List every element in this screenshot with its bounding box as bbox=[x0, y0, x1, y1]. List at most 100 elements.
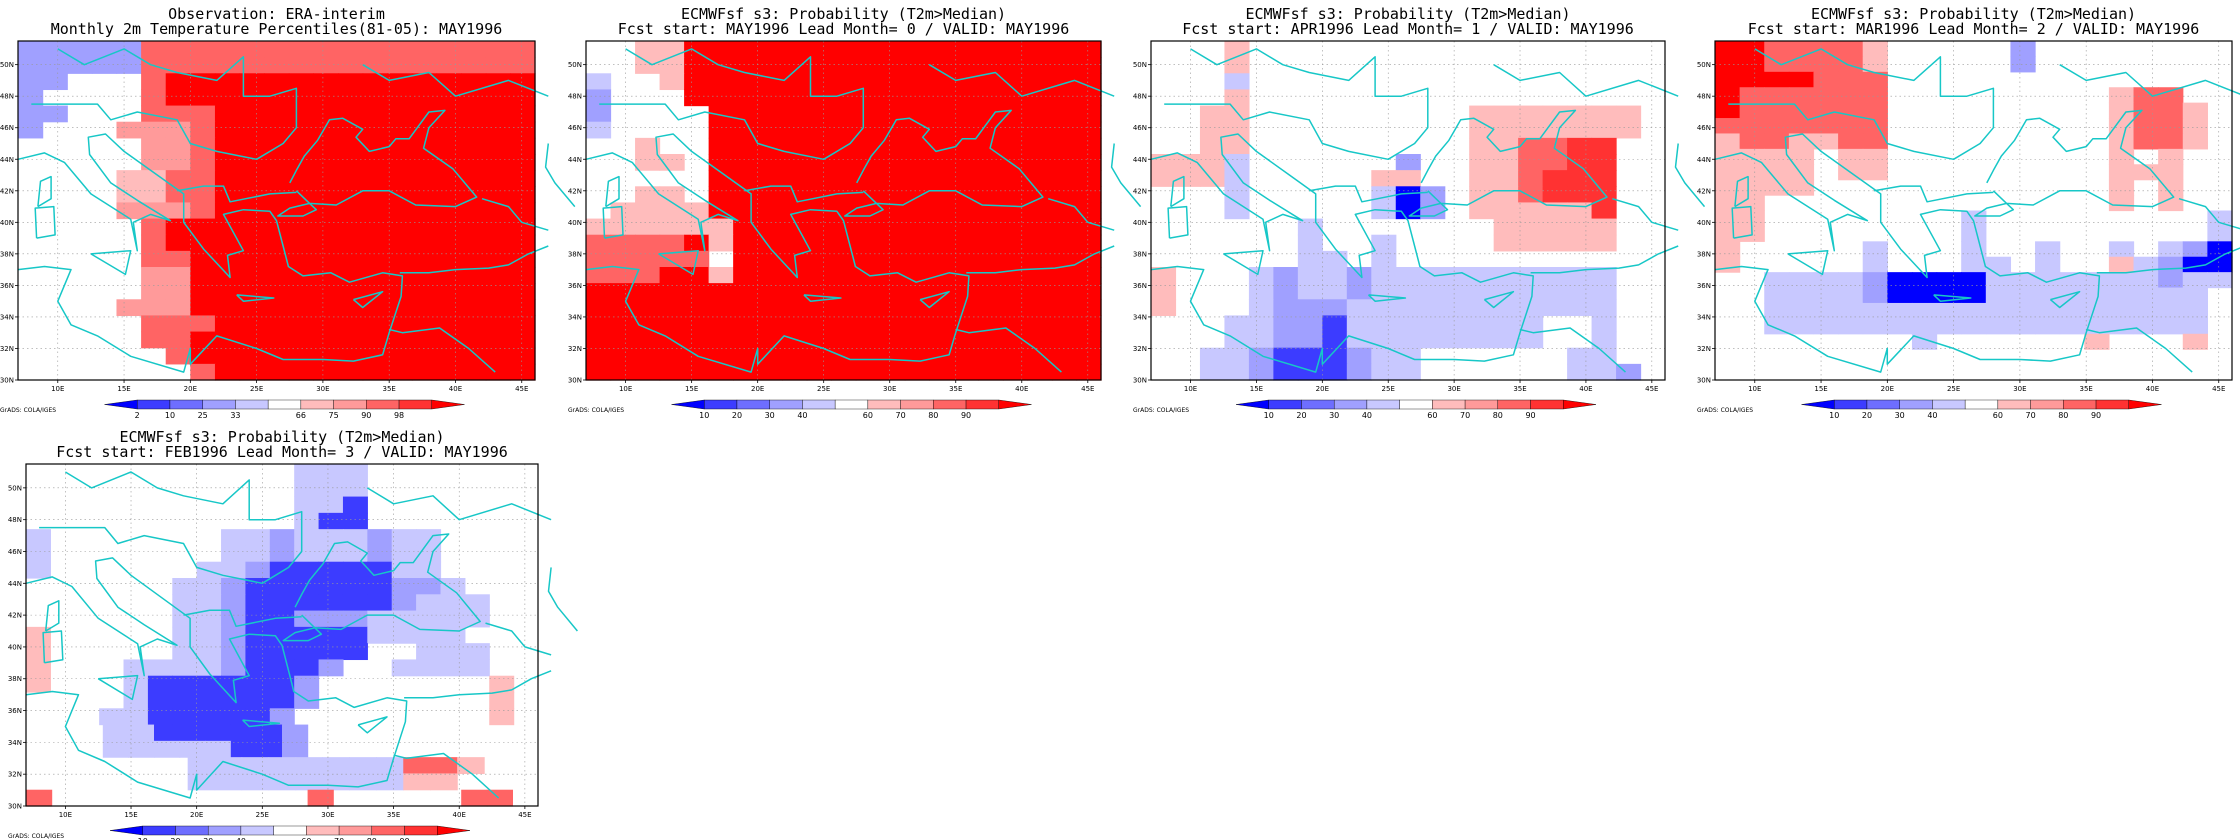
y-tick-label: 30N bbox=[0, 377, 14, 385]
grid-cell bbox=[141, 170, 167, 187]
grid-cell bbox=[953, 57, 979, 74]
coastline bbox=[399, 245, 549, 274]
grid-cell bbox=[855, 299, 881, 317]
grid-cell bbox=[684, 89, 710, 107]
grid-cell bbox=[1051, 186, 1078, 204]
grid-cell bbox=[1175, 154, 1201, 171]
y-tick-label: 36N bbox=[0, 282, 14, 290]
grid-cell bbox=[387, 105, 413, 123]
grid-cell bbox=[1936, 318, 1962, 335]
y-tick-label: 30N bbox=[1133, 377, 1147, 385]
map-panel-5: ECMWFsf s3: Probability (T2m>Median)Fcst… bbox=[8, 428, 578, 840]
grid-cell bbox=[367, 610, 393, 628]
grid-cell bbox=[586, 347, 612, 365]
grid-cell bbox=[510, 170, 536, 187]
grid-cell bbox=[831, 41, 857, 58]
grid-cell bbox=[338, 283, 364, 300]
grid-cell bbox=[1027, 283, 1053, 300]
grid-cell bbox=[1027, 267, 1053, 284]
grid-cell bbox=[1862, 287, 1888, 304]
grid-cell bbox=[1493, 315, 1519, 333]
grid-cell bbox=[440, 610, 466, 628]
grid-cell bbox=[733, 105, 759, 123]
coastline bbox=[599, 48, 865, 161]
y-tick-label: 32N bbox=[0, 345, 14, 353]
grid-cell bbox=[1887, 287, 1913, 304]
grid-cell bbox=[1739, 179, 1765, 196]
colorbar-segment bbox=[1932, 399, 1966, 410]
grid-cell bbox=[978, 73, 1004, 91]
grid-cell bbox=[485, 186, 511, 204]
grid-cell bbox=[2182, 333, 2208, 350]
grid-cell bbox=[510, 186, 536, 204]
grid-cell bbox=[757, 105, 783, 123]
grid-cell bbox=[708, 41, 734, 58]
colorbar-segment bbox=[431, 399, 465, 410]
colorbar-label: 98 bbox=[394, 411, 404, 420]
grid-cell bbox=[2035, 287, 2061, 304]
grid-cell bbox=[165, 283, 191, 300]
grid-cell bbox=[245, 561, 271, 579]
grid-cell bbox=[510, 89, 536, 107]
colorbar: 10 20 30 40 60 70 80 90 bbox=[109, 825, 471, 840]
grid-cell bbox=[318, 659, 344, 677]
grid-cell bbox=[1591, 218, 1617, 236]
grid-cell bbox=[1224, 73, 1250, 91]
grid-cell bbox=[1273, 315, 1299, 333]
grid-cell bbox=[411, 299, 438, 317]
grid-cell bbox=[42, 105, 68, 123]
grid-cell bbox=[782, 363, 808, 381]
grid-cell bbox=[190, 41, 216, 58]
y-tick-label: 50N bbox=[0, 61, 14, 69]
grid-cell bbox=[1764, 164, 1790, 181]
grid-cell bbox=[1469, 137, 1495, 155]
grid-cell bbox=[2182, 241, 2208, 258]
colorbar-label: 90 bbox=[361, 411, 371, 420]
colorbar-segment bbox=[2128, 399, 2162, 410]
grid-cell bbox=[313, 57, 339, 74]
grid-cell bbox=[214, 73, 241, 91]
grid-cell bbox=[733, 202, 759, 220]
grid-cell bbox=[18, 89, 44, 107]
grid-cell bbox=[141, 250, 167, 268]
coastline bbox=[744, 185, 864, 203]
grid-cell bbox=[196, 561, 222, 579]
grid-cell bbox=[313, 170, 339, 187]
grid-cell bbox=[1051, 121, 1078, 139]
colorbar-segment bbox=[2095, 399, 2129, 410]
grid-cell bbox=[461, 105, 487, 123]
coastline bbox=[2086, 327, 2193, 373]
grid-cell bbox=[461, 315, 487, 333]
grid-cell bbox=[342, 561, 368, 579]
grid-cell bbox=[659, 283, 685, 300]
grid-cell bbox=[978, 89, 1004, 107]
grid-cell bbox=[953, 89, 979, 107]
grid-cell bbox=[733, 315, 759, 333]
grid-cell bbox=[116, 121, 142, 139]
grid-cell bbox=[1322, 299, 1348, 317]
grid-cell bbox=[362, 121, 388, 139]
grid-cell bbox=[1444, 315, 1470, 333]
grid-cell bbox=[165, 89, 191, 107]
grid-cell bbox=[436, 170, 462, 187]
grid-cell bbox=[831, 315, 857, 333]
grid-cell bbox=[929, 89, 955, 107]
coastline bbox=[919, 290, 950, 309]
grid-cell bbox=[430, 757, 458, 775]
grid-cell bbox=[757, 57, 783, 74]
grid-cell bbox=[880, 347, 906, 365]
grid-cell bbox=[1002, 137, 1029, 155]
grid-cell bbox=[1838, 71, 1864, 88]
grid-cell bbox=[411, 363, 438, 381]
grid-cell bbox=[338, 363, 364, 381]
grid-cell bbox=[1862, 148, 1888, 165]
grid-cell bbox=[436, 186, 462, 204]
grid-cell bbox=[294, 545, 320, 563]
x-tick-label: 45E bbox=[1081, 385, 1094, 393]
grid-cell bbox=[42, 73, 68, 91]
grid-cell bbox=[221, 626, 247, 644]
grid-cell bbox=[880, 170, 906, 187]
grid-cell bbox=[757, 347, 783, 365]
grid-cell bbox=[245, 692, 271, 709]
grid-cell bbox=[1591, 105, 1617, 123]
